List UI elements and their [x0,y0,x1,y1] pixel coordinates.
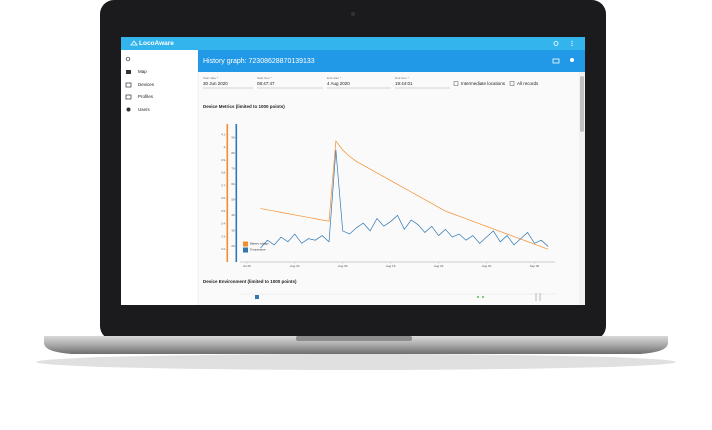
y-tick-label: 3.9 [221,158,225,162]
scrollbar-track [579,72,585,305]
refresh-button[interactable] [553,41,559,46]
filter-form: Start date *30 Jun 2020 Start time *08:47… [203,76,539,89]
shadow [36,354,676,370]
camera [351,12,355,16]
legend-label[interactable]: Temperature [250,248,266,252]
sidebar-item[interactable]: Map [138,69,147,74]
legend-swatch[interactable] [243,241,248,247]
section-title: Device Environment (limited to 1000 poin… [203,279,297,284]
top-bar [121,37,585,50]
sidebar-item[interactable]: Profiles [138,94,154,99]
checkbox-label: Intermediate locations [461,81,506,86]
x-tick-label: Sep 06 [530,264,540,268]
y2-tick-label: 50 [231,198,235,202]
page-header [198,50,585,72]
page-title: History graph: 72308628870139133 [203,58,315,65]
metrics-chart: 3.2 3.3 3.4 3.5 3.6 3.7 3.8 3.9 4 4.1 20 30 40 50 60 70… [221,124,555,268]
checkbox[interactable] [453,81,459,86]
laptop-base [44,336,668,354]
legend-swatch[interactable] [243,247,248,253]
environment-point [482,296,484,298]
logo-icon [130,40,138,46]
legend-label[interactable]: Battery voltage [250,242,269,246]
y2-tick-label: 80 [231,151,235,155]
y2-axis-bar [235,124,238,262]
x-tick-label: Jul 26 [243,264,251,268]
x-tick-label: Aug 16 [386,264,396,268]
y-tick-label: 3.6 [221,196,225,200]
environment-point [477,296,479,298]
hinge-notch [296,336,412,341]
y-axis-bar [226,124,229,262]
x-tick-label: Aug 09 [338,264,348,268]
users-icon [126,107,131,112]
y-tick-label: 3.4 [221,222,225,226]
search-icon[interactable] [125,56,131,62]
y2-tick-label: 90 [231,135,235,139]
x-tick-label: Aug 23 [434,264,444,268]
x-tick-label: Aug 30 [482,264,492,268]
profiles-icon [125,94,132,100]
field-value[interactable]: 08:47:47 [257,81,275,86]
y2-tick-label: 60 [231,182,235,186]
y2-tick-label: 20 [231,244,235,248]
screen [121,37,585,305]
y-tick-label: 3.8 [221,171,225,175]
y2-tick-label: 30 [231,229,235,233]
y-tick-label: 4.1 [221,132,225,136]
scrollbar-thumb[interactable] [580,76,584,132]
series-line [260,149,549,249]
y-tick-label: 3.5 [221,209,225,213]
y-tick-label: 3.3 [221,234,225,238]
sidebar-item[interactable]: Devices [138,82,155,87]
sidebar [121,50,198,305]
sidebar-menu: Map Devices Profiles Users [138,69,155,112]
y-tick-label: 3.7 [221,183,225,187]
field-label: End date * [327,76,342,80]
map-icon [126,70,131,74]
environment-legend-swatch [255,295,259,299]
app-name: LocoAware [139,40,174,47]
field-value[interactable]: 30 Jun 2020 [203,81,228,86]
sidebar-item[interactable]: Users [138,107,151,112]
checkbox-label: All records [517,81,539,86]
chart-title: Device Metrics (limited to 1000 points) [203,104,285,109]
field-label: Start date * [203,76,219,80]
menu-button[interactable] [571,40,573,47]
devices-icon [125,82,132,88]
list-button[interactable] [552,58,560,64]
field-label: Start time * [257,76,273,80]
y-tick-label: 4 [223,145,225,149]
checkbox[interactable] [509,81,515,86]
y-tick-label: 3.2 [221,247,225,251]
field-value[interactable]: 4 Aug 2020 [327,81,350,86]
field-value[interactable]: 19:44:01 [395,81,413,86]
field-label: End time * [395,76,410,80]
series-line [260,140,549,250]
y2-tick-label: 70 [231,166,235,170]
y2-tick-label: 40 [231,213,235,217]
location-button[interactable] [570,58,574,62]
x-tick-label: Aug 02 [290,264,300,268]
